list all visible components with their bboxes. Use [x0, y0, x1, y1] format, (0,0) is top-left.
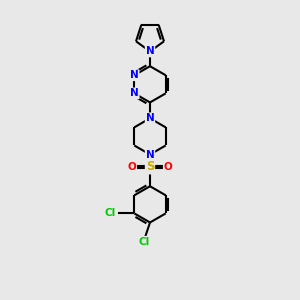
Text: N: N — [130, 70, 139, 80]
Text: Cl: Cl — [139, 237, 150, 247]
Text: N: N — [146, 149, 154, 160]
Text: O: O — [128, 162, 136, 172]
Text: N: N — [146, 46, 154, 56]
Text: N: N — [146, 113, 154, 123]
Text: N: N — [130, 88, 139, 98]
Text: S: S — [146, 160, 154, 173]
Text: O: O — [164, 162, 172, 172]
Text: Cl: Cl — [105, 208, 116, 218]
